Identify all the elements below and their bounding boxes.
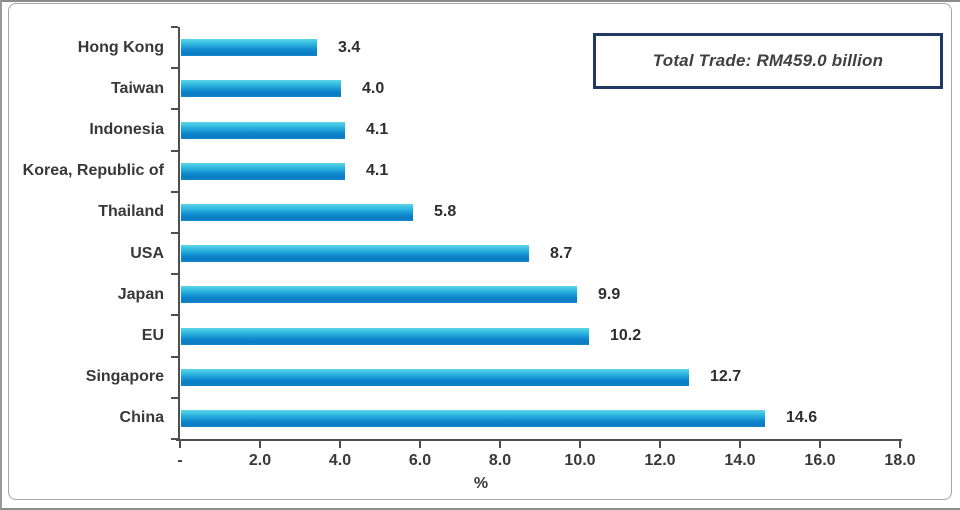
- x-axis-tick: [179, 439, 181, 448]
- x-axis-tick-label: 6.0: [408, 452, 432, 469]
- total-trade-annotation-text: Total Trade: RM459.0 billion: [652, 51, 884, 70]
- value-label: 8.7: [550, 244, 573, 262]
- y-axis-tick: [171, 273, 178, 276]
- x-axis-tick-label: 12.0: [644, 452, 676, 469]
- x-axis-tick: [419, 439, 421, 448]
- x-axis-tick-label: 2.0: [248, 452, 272, 469]
- category-label: Korea, Republic of: [22, 162, 164, 180]
- x-axis-tick: [659, 439, 661, 448]
- value-label: 14.6: [786, 409, 818, 427]
- y-axis-tick: [171, 438, 178, 440]
- x-axis-tick: [499, 439, 501, 448]
- x-axis-tick-label: 4.0: [328, 452, 352, 469]
- value-label: 5.8: [434, 203, 457, 221]
- value-label: 12.7: [710, 368, 742, 386]
- x-axis-tick: [579, 439, 581, 448]
- x-axis-tick: [899, 439, 901, 448]
- bar-eu: [181, 327, 589, 345]
- y-axis-tick: [171, 67, 178, 70]
- category-label: Taiwan: [110, 79, 164, 97]
- x-axis-tick: [259, 439, 261, 448]
- bar-taiwan: [181, 80, 341, 98]
- bar-usa: [181, 245, 529, 263]
- category-label: China: [119, 409, 164, 427]
- y-axis-tick: [171, 396, 178, 399]
- x-axis-tick-label: 8.0: [488, 452, 512, 469]
- total-trade-annotation-box: Total Trade: RM459.0 billion: [593, 33, 943, 89]
- x-axis-tick: [819, 439, 821, 448]
- plot-area: Hong Kong 3.4 Taiwan 4.0 Indonesia 4.1 Korea, …: [23, 26, 916, 469]
- value-label: 4.1: [366, 162, 389, 180]
- bar-singapore: [181, 368, 689, 386]
- x-axis-title: %: [473, 475, 489, 492]
- bar-china: [181, 409, 765, 427]
- x-axis-tick: [739, 439, 741, 448]
- category-label: EU: [141, 326, 164, 344]
- bar-indonesia: [181, 121, 345, 139]
- category-label: Indonesia: [89, 120, 164, 138]
- y-axis-tick: [171, 355, 178, 358]
- y-axis-tick: [171, 232, 178, 234]
- category-label: Hong Kong: [77, 38, 164, 56]
- category-label: USA: [130, 244, 164, 262]
- y-axis-tick: [171, 190, 178, 193]
- value-label: 4.1: [366, 120, 389, 138]
- y-axis-tick: [171, 314, 178, 317]
- bar-thailand: [181, 203, 413, 221]
- x-axis-line: [176, 439, 902, 441]
- y-axis-tick: [171, 26, 178, 28]
- category-label: Thailand: [98, 203, 164, 221]
- value-label: 4.0: [362, 79, 385, 97]
- x-axis-tick-label: 16.0: [804, 452, 836, 469]
- x-axis-tick-label: 10.0: [564, 452, 596, 469]
- y-axis-tick: [171, 149, 178, 152]
- value-label: 10.2: [610, 326, 642, 344]
- bar-japan: [181, 286, 577, 304]
- category-label: Japan: [117, 285, 164, 303]
- value-label: 9.9: [598, 285, 621, 303]
- bar-korea-republic-of: [181, 162, 345, 180]
- x-axis-tick-label: -: [177, 452, 183, 469]
- value-label: 3.4: [338, 38, 361, 56]
- x-axis-tick-label: 14.0: [724, 452, 756, 469]
- y-axis-tick: [171, 108, 178, 111]
- y-axis-line: [178, 27, 180, 441]
- category-label: Singapore: [85, 368, 164, 386]
- bar-hong-kong: [181, 39, 317, 57]
- x-axis-tick-label: 18.0: [884, 452, 916, 469]
- x-axis-tick: [339, 439, 341, 448]
